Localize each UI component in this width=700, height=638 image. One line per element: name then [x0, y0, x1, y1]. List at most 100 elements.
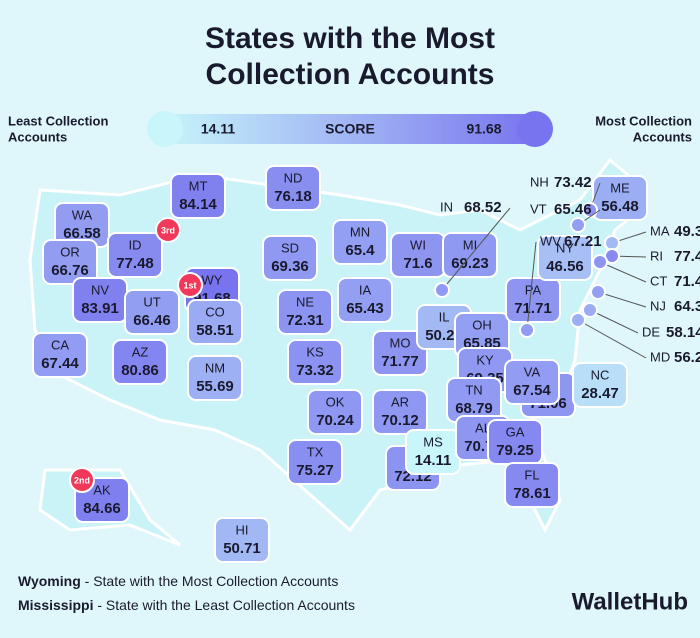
state-score: 83.91 — [81, 300, 119, 317]
state — [504, 359, 560, 405]
state-score: 55.69 — [196, 378, 234, 395]
note-name: Wyoming — [18, 573, 81, 589]
callout-line — [577, 319, 647, 359]
legend-end — [147, 111, 183, 147]
state-score: 28.47 — [581, 385, 619, 402]
state-abbr: KS — [306, 344, 324, 359]
state — [287, 439, 343, 485]
state-abbr: MD — [650, 349, 670, 364]
state-abbr: CO — [205, 304, 225, 319]
legend-label: Least Collection — [8, 113, 108, 128]
state-abbr: IN — [440, 199, 453, 214]
state-score: 66.46 — [133, 312, 171, 329]
state-abbr: GA — [506, 424, 525, 439]
state-abbr: TN — [465, 382, 482, 397]
state — [505, 277, 561, 323]
state — [504, 462, 560, 508]
note-text: - State with the Most Collection Account… — [85, 573, 339, 589]
state-abbr: FL — [524, 467, 539, 482]
legend-end — [517, 111, 553, 147]
callout-line — [441, 207, 511, 291]
state-abbr: IL — [439, 309, 450, 324]
callout-line — [589, 309, 639, 334]
state — [434, 282, 450, 298]
state — [32, 332, 88, 378]
state-score: 75.27 — [296, 462, 334, 479]
rank-badge — [177, 272, 203, 298]
state-abbr: VA — [524, 364, 541, 379]
state — [112, 339, 168, 385]
state-abbr: DE — [642, 324, 660, 339]
state-score: 73.42 — [554, 174, 592, 191]
state-abbr: OR — [60, 244, 80, 259]
rank-badge — [69, 467, 95, 493]
state-abbr: ME — [610, 180, 630, 195]
state-score: 67.54 — [513, 382, 551, 399]
state-abbr: VT — [530, 201, 547, 216]
legend-label: Accounts — [8, 129, 67, 144]
state-score: 50.71 — [223, 540, 261, 557]
state-score: 71.77 — [381, 353, 419, 370]
state-abbr: RI — [650, 248, 663, 263]
state-score: 84.14 — [179, 196, 217, 213]
state-score: 73.32 — [296, 362, 334, 379]
state-abbr: MT — [189, 178, 208, 193]
state-score: 69.36 — [271, 258, 309, 275]
legend-max: 91.68 — [466, 121, 501, 137]
state-score: 56.28 — [674, 349, 700, 366]
state — [265, 165, 321, 211]
state — [214, 517, 270, 563]
state-score: 66.76 — [51, 262, 89, 279]
legend-center: SCORE — [325, 121, 375, 137]
title: Collection Accounts — [206, 58, 495, 91]
state-abbr: SD — [281, 240, 299, 255]
state-score: 46.56 — [546, 258, 584, 275]
state-abbr: AR — [391, 394, 409, 409]
state-abbr: WA — [72, 207, 93, 222]
state — [604, 235, 620, 251]
state — [570, 217, 586, 233]
state-abbr: MI — [463, 237, 477, 252]
state-score: 80.86 — [121, 362, 159, 379]
state-abbr: HI — [236, 522, 249, 537]
state-score: 65.4 — [345, 242, 375, 259]
state — [277, 289, 333, 335]
state-score: 68.79 — [455, 400, 493, 417]
state — [590, 284, 606, 300]
state-abbr: NH — [530, 174, 549, 189]
state-score: 79.25 — [496, 442, 534, 459]
state — [187, 355, 243, 401]
badges: 1st 2nd 3rd — [69, 217, 203, 493]
state-abbr: KY — [476, 352, 494, 367]
rank-badge — [155, 217, 181, 243]
state-abbr: AK — [93, 482, 111, 497]
state-score: 64.32 — [674, 298, 700, 315]
state-abbr: WY — [202, 272, 223, 287]
state-abbr: NM — [205, 360, 225, 375]
rank-label: 2nd — [74, 475, 90, 485]
state-abbr: WI — [410, 237, 426, 252]
state-score: 72.31 — [286, 312, 324, 329]
state-abbr: MA — [650, 223, 670, 238]
state — [582, 302, 598, 318]
legend-bar — [160, 114, 540, 144]
state-score: 84.66 — [83, 500, 121, 517]
state-score: 78.61 — [513, 485, 551, 502]
state-score: 77.4 — [674, 248, 700, 265]
state — [592, 175, 648, 221]
state-abbr: NE — [296, 294, 314, 309]
state — [107, 232, 163, 278]
state-score: 71.4 — [674, 273, 700, 290]
state-score: 71.6 — [403, 255, 432, 272]
state — [337, 277, 393, 323]
note: Wyoming - State with the Most Collection… — [18, 573, 338, 589]
rank-label: 1st — [183, 280, 196, 290]
state — [170, 173, 226, 219]
state-score: 65.46 — [554, 201, 592, 218]
state-abbr: CT — [650, 273, 667, 288]
callout-line — [597, 291, 647, 308]
state-score: 67.21 — [564, 233, 602, 250]
state-abbr: TX — [307, 444, 324, 459]
